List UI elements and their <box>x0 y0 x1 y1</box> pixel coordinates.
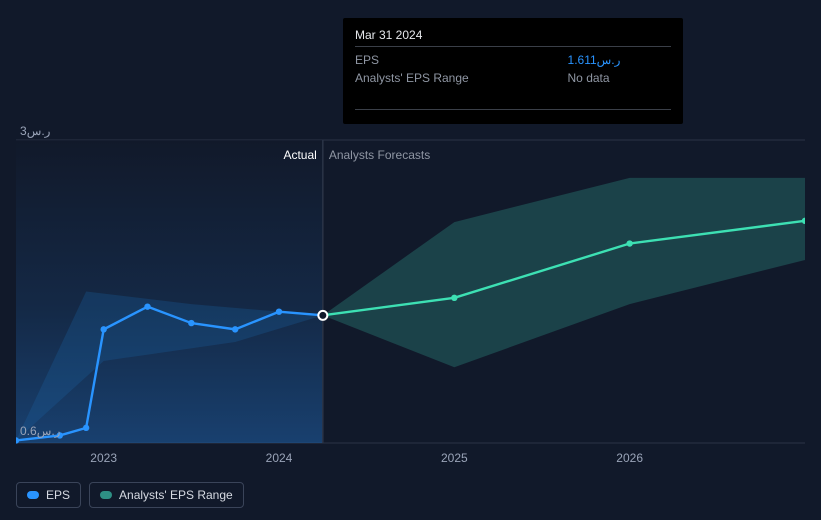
section-label-actual: Actual <box>283 148 316 162</box>
tooltip-row-label: Analysts' EPS Range <box>355 69 548 87</box>
legend-item-range[interactable]: Analysts' EPS Range <box>89 482 244 508</box>
legend-label: Analysts' EPS Range <box>119 488 233 502</box>
section-label-forecast: Analysts Forecasts <box>329 148 430 162</box>
tooltip-date: Mar 31 2024 <box>355 28 671 42</box>
legend-swatch <box>100 491 112 499</box>
legend-label: EPS <box>46 488 70 502</box>
legend-item-eps[interactable]: EPS <box>16 482 81 508</box>
legend: EPS Analysts' EPS Range <box>16 482 244 508</box>
chart-tooltip: Mar 31 2024 EPS 1.611ر.س Analysts' EPS R… <box>343 18 683 124</box>
x-tick: 2026 <box>616 451 643 465</box>
y-tick-top: 3ر.س <box>20 124 50 138</box>
x-tick: 2025 <box>441 451 468 465</box>
x-tick: 2023 <box>90 451 117 465</box>
y-tick-bottom: 0.6ر.س <box>20 424 60 438</box>
tooltip-row-label: EPS <box>355 51 548 69</box>
x-tick: 2024 <box>266 451 293 465</box>
tooltip-row-value: 1.611ر.س <box>548 51 671 69</box>
legend-swatch <box>27 491 39 499</box>
tooltip-row-value: No data <box>548 69 671 87</box>
